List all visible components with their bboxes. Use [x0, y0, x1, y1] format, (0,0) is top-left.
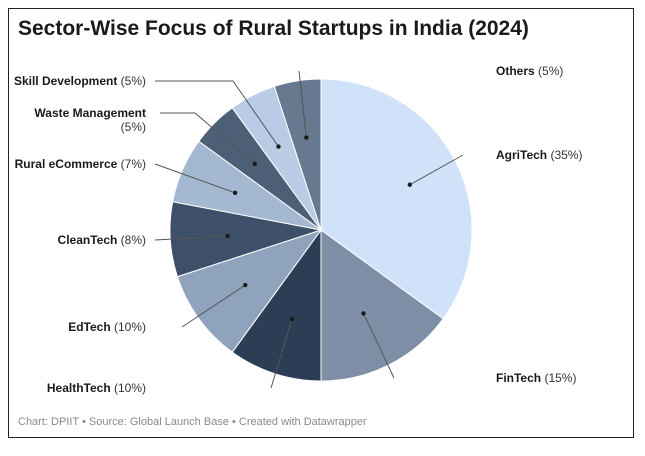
slice-label: CleanTech (8%): [58, 233, 146, 247]
slice-label-pct: (8%): [117, 233, 146, 247]
slice-label-pct: (10%): [111, 381, 146, 395]
leader-dot: [289, 316, 295, 322]
slice-label-name: HealthTech: [47, 381, 111, 395]
slice-label-pct: (10%): [111, 320, 146, 334]
leader-line: [154, 235, 228, 241]
slice-label: Rural eCommerce (7%): [15, 157, 146, 171]
pie-slice-fintech: [320, 229, 444, 382]
leader-dot: [243, 282, 248, 288]
slice-label-name: Skill Development: [14, 74, 117, 88]
slice-label: HealthTech (10%): [47, 381, 146, 395]
slice-label: Skill Development (5%): [14, 74, 146, 88]
leader-dot: [361, 311, 366, 316]
leader-dot: [304, 135, 309, 140]
leader-line: [181, 284, 246, 328]
slice-label-name: AgriTech: [496, 148, 547, 162]
slice-label-name: Others: [496, 64, 535, 78]
pie-slice-agritech: [320, 78, 473, 320]
chart-footer: Chart: DPIIT • Source: Global Launch Bas…: [18, 416, 367, 428]
slice-label: Others (5%): [496, 64, 563, 78]
slice-label-pct: (5%): [535, 64, 564, 78]
chart-title: Sector-Wise Focus of Rural Startups in I…: [18, 17, 529, 40]
slice-label-pct: (35%): [547, 148, 582, 162]
slice-label-name: Rural eCommerce: [15, 157, 118, 171]
slice-label: Waste Management: [34, 106, 146, 120]
leader-line: [160, 112, 256, 165]
leader-dot: [276, 144, 281, 149]
pie-slice-edtech: [176, 229, 323, 353]
leader-line: [298, 70, 307, 138]
slice-label: AgriTech (35%): [496, 148, 582, 162]
slice-label-pct: (15%): [541, 371, 576, 385]
slice-label-name: FinTech: [496, 371, 541, 385]
leader-line: [155, 80, 279, 147]
slice-label-name: EdTech: [68, 320, 110, 334]
slice-label-pct: (7%): [117, 157, 146, 171]
leader-line: [409, 154, 464, 186]
leader-dot: [225, 233, 230, 239]
slice-label-name: Waste Management: [34, 106, 146, 120]
leader-dot: [252, 161, 258, 167]
leader-dot: [407, 182, 412, 187]
pie-slice-others: [273, 78, 322, 231]
leader-line: [270, 318, 293, 389]
slice-label: FinTech (15%): [496, 371, 576, 385]
slice-label: EdTech (10%): [68, 320, 146, 334]
leader-line: [363, 313, 395, 379]
slice-label-pct: (5%): [121, 120, 146, 134]
slice-label-name: CleanTech: [58, 233, 118, 247]
leader-dot: [232, 190, 238, 196]
leader-line: [154, 163, 236, 194]
pie-slice-healthtech: [231, 228, 322, 382]
slice-label-pct: (5%): [117, 74, 146, 88]
